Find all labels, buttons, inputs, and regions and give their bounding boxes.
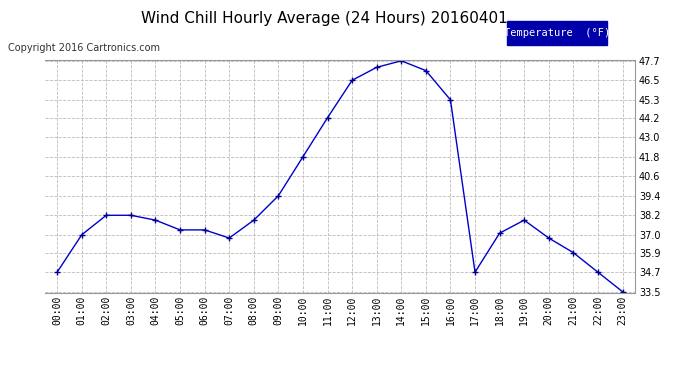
Text: Temperature  (°F): Temperature (°F): [504, 28, 610, 38]
Text: Wind Chill Hourly Average (24 Hours) 20160401: Wind Chill Hourly Average (24 Hours) 201…: [141, 11, 508, 26]
Text: Copyright 2016 Cartronics.com: Copyright 2016 Cartronics.com: [8, 43, 160, 53]
